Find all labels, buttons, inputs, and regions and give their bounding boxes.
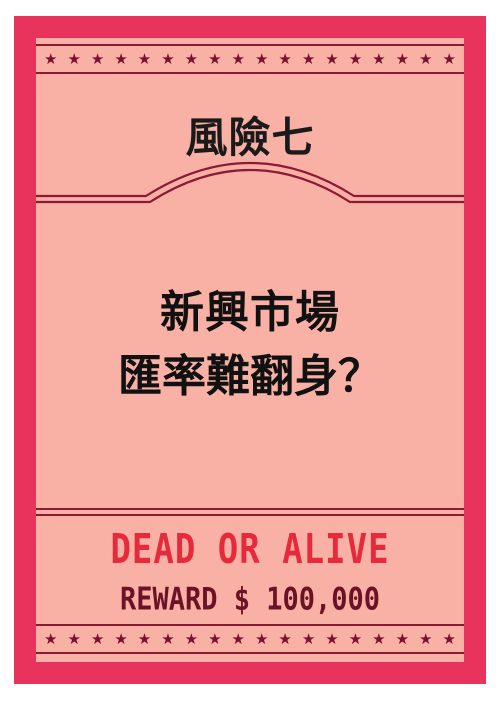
star-icon: ★ [442,629,456,648]
top-star-row: ★ ★ ★ ★ ★ ★ ★ ★ ★ ★ ★ ★ ★ ★ ★ ★ ★ ★ [36,46,464,72]
star-icon: ★ [114,629,128,648]
star-icon: ★ [208,49,222,68]
star-icon: ★ [184,629,199,648]
top-rule-lower [36,72,464,74]
star-icon: ★ [372,49,386,68]
bottom-rule-lower [36,652,464,654]
headline-line-2: 匯率難翻身？ [118,351,382,402]
reward-text: REWARD $ 100,000 [119,581,381,618]
star-icon: ★ [67,49,81,68]
dead-or-alive-text: DEAD OR ALIVE [110,526,390,574]
top-rule-upper [36,44,464,46]
star-icon: ★ [395,49,410,68]
star-icon: ★ [231,629,245,648]
headline-line-1: 新興市場 [160,287,340,338]
star-icon: ★ [254,49,269,68]
star-icon: ★ [114,49,128,68]
star-icon: ★ [395,629,410,648]
star-icon: ★ [161,49,175,68]
star-icon: ★ [419,629,433,648]
lower-rule-2 [36,514,464,516]
star-icon: ★ [325,49,339,68]
bottom-rule-upper [36,624,464,626]
star-icon: ★ [137,629,152,648]
star-icon: ★ [161,629,175,648]
star-icon: ★ [231,49,245,68]
star-icon: ★ [301,629,316,648]
star-icon: ★ [301,49,316,68]
poster-paper: ★ ★ ★ ★ ★ ★ ★ ★ ★ ★ ★ ★ ★ ★ ★ ★ ★ ★ 風險七 新興市場 匯率難翻身？ DEAD … [36,38,464,662]
star-icon: ★ [137,49,152,68]
poster-title: 風險七 [185,113,315,162]
star-icon: ★ [208,629,222,648]
star-icon: ★ [325,629,339,648]
star-icon: ★ [254,629,269,648]
star-icon: ★ [67,629,81,648]
arch-divider [36,161,464,204]
star-icon: ★ [372,629,386,648]
star-icon: ★ [90,629,105,648]
star-icon: ★ [419,49,433,68]
star-icon: ★ [44,629,58,648]
wanted-poster: ★ ★ ★ ★ ★ ★ ★ ★ ★ ★ ★ ★ ★ ★ ★ ★ ★ ★ 風險七 新興市場 匯率難翻身？ DEAD … [14,16,486,684]
star-icon: ★ [442,49,456,68]
star-icon: ★ [44,49,58,68]
star-icon: ★ [184,49,199,68]
star-icon: ★ [348,49,363,68]
star-icon: ★ [348,629,363,648]
star-icon: ★ [278,629,292,648]
star-icon: ★ [90,49,105,68]
star-icon: ★ [278,49,292,68]
bottom-star-row: ★ ★ ★ ★ ★ ★ ★ ★ ★ ★ ★ ★ ★ ★ ★ ★ ★ ★ [36,626,464,652]
lower-rule-1 [36,508,464,510]
